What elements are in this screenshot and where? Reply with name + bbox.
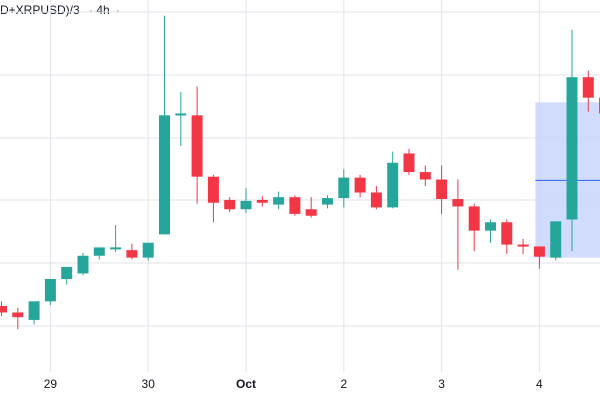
candle-body-7 <box>110 247 122 250</box>
candle-body-0 <box>0 305 7 313</box>
candle-body-25 <box>403 153 415 173</box>
candle-body-28 <box>452 199 464 207</box>
candle-body-36 <box>582 77 594 98</box>
trailing-dot: · <box>115 3 120 17</box>
candle-body-12 <box>191 115 203 177</box>
candle-body-13 <box>207 176 219 203</box>
candle-body-19 <box>305 209 317 216</box>
candle-body-18 <box>289 197 301 214</box>
candle-body-26 <box>419 172 431 180</box>
candle-body-35 <box>566 77 578 220</box>
x-tick-label-6: 4 <box>536 377 543 391</box>
x-tick-label-2: 30 <box>142 377 156 391</box>
candle-body-20 <box>322 198 333 205</box>
candle-body-32 <box>517 244 529 247</box>
chart-title: D+XRPUSD)/3 · 4h · <box>0 3 120 17</box>
candle-body-5 <box>77 255 89 274</box>
candle-body-24 <box>387 162 399 208</box>
interval-label[interactable]: 4h <box>96 3 110 17</box>
x-tick-label-5: 3 <box>438 377 445 391</box>
candle-body-16 <box>256 199 268 203</box>
symbol-label: D+XRPUSD)/3 <box>0 3 80 17</box>
candle-body-9 <box>142 242 154 258</box>
candle-body-27 <box>436 179 448 200</box>
candle-body-14 <box>224 199 236 210</box>
candle-body-30 <box>485 222 496 231</box>
candle-body-31 <box>501 222 513 245</box>
candle-body-4 <box>61 266 73 279</box>
candle-body-8 <box>126 250 138 258</box>
candle-body-15 <box>240 200 252 210</box>
candle-body-33 <box>533 246 545 257</box>
candle-body-6 <box>93 247 105 256</box>
candle-body-1 <box>12 312 24 318</box>
candle-body-21 <box>338 177 350 199</box>
candle-body-29 <box>468 206 480 231</box>
candle-body-34 <box>550 221 562 258</box>
candle-body-23 <box>370 192 382 208</box>
candle-body-11 <box>175 113 187 116</box>
candle-body-22 <box>354 177 366 193</box>
x-tick-label-3: Oct <box>236 377 256 391</box>
separator-dot: · <box>89 3 94 17</box>
candle-body-2 <box>28 301 40 320</box>
candle-body-3 <box>44 279 56 302</box>
candle-body-10 <box>159 115 170 235</box>
candle-body-17 <box>273 197 285 205</box>
x-tick-label-1: 29 <box>44 377 58 391</box>
x-tick-label-4: 2 <box>340 377 347 391</box>
